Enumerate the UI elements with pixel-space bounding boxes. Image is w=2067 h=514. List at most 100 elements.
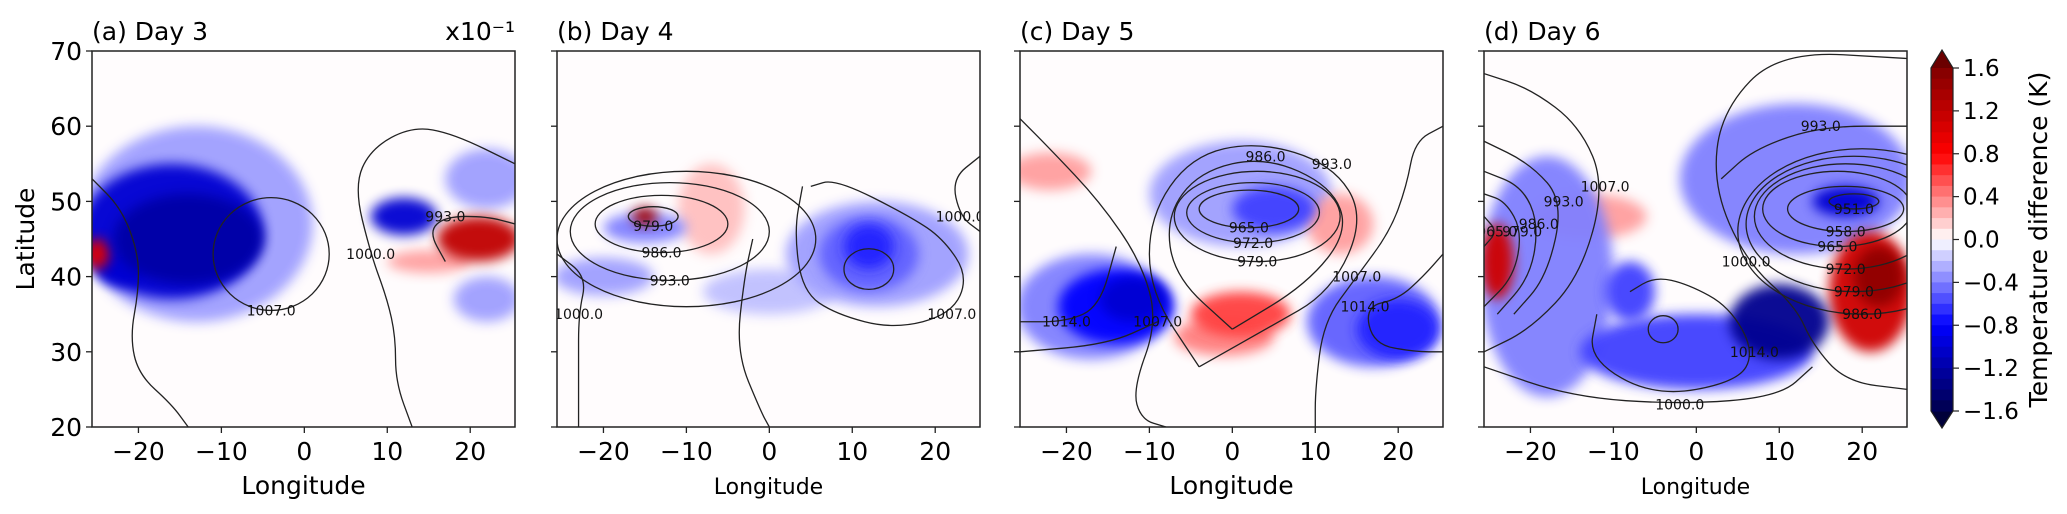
contour-label: 993.0 bbox=[1801, 119, 1841, 135]
contour-label: 986.0 bbox=[641, 246, 681, 262]
colorbar-band bbox=[1931, 228, 1953, 241]
colorbar-band bbox=[1931, 293, 1953, 305]
panel-b: 979.0 986.0 993.0 1007.0 1000.0 1000.0 −20 −10 0… bbox=[551, 17, 985, 500]
axes-frame bbox=[1483, 50, 1908, 428]
x-tick-label: −10 bbox=[1123, 437, 1176, 466]
x-tick-label: 0 bbox=[296, 437, 312, 466]
y-tick-label: 30 bbox=[50, 338, 82, 367]
contour-label: 993.0 bbox=[1312, 157, 1352, 173]
contour-line bbox=[795, 181, 965, 327]
scale-annotation: x10⁻¹ bbox=[445, 17, 515, 46]
anomaly-blob bbox=[632, 207, 658, 226]
colorbar-band bbox=[1931, 368, 1953, 380]
contour-label: 1000.0 bbox=[936, 209, 985, 225]
contour-label: 979.0 bbox=[1237, 255, 1277, 271]
panel-title: (c) Day 5 bbox=[1020, 17, 1134, 46]
contour-line bbox=[92, 178, 189, 427]
panel-d: 951.0958.0965.0972.0979.0986.0993.01000.… bbox=[1478, 17, 1908, 500]
x-tick-label: 0 bbox=[1224, 437, 1240, 466]
contour-label: 1007.0 bbox=[1133, 315, 1182, 331]
contour-line bbox=[1367, 253, 1443, 353]
colorbar-band bbox=[1931, 282, 1953, 294]
pressure-contours: 979.0 986.0 993.0 1007.0 1000.0 1000.0 bbox=[554, 155, 985, 427]
panel-a: 1007.0 1000.0 993.0 −20 −10 0 10 20 20 30 40 50 60 70… bbox=[11, 17, 516, 500]
colorbar-band bbox=[1931, 303, 1953, 316]
anomaly-blob bbox=[92, 239, 110, 270]
contour-label: 986.0 bbox=[1842, 307, 1882, 323]
colorbar-band bbox=[1931, 78, 1953, 91]
anomaly-blob bbox=[843, 223, 894, 270]
colorbar-band bbox=[1931, 239, 1953, 251]
contour-line bbox=[1020, 246, 1117, 323]
colorbar-band bbox=[1931, 121, 1953, 133]
temperature-field bbox=[92, 126, 515, 322]
anomaly-blob bbox=[453, 276, 515, 322]
contour-line bbox=[1484, 72, 1600, 353]
contour-label: 965.0 bbox=[1817, 240, 1857, 256]
contour-label: 979.0 bbox=[1834, 285, 1874, 301]
contour-label: 1014.0 bbox=[1341, 300, 1390, 316]
colorbar-tick-label: 0.4 bbox=[1963, 185, 2000, 211]
contour-label: 1000.0 bbox=[554, 307, 603, 323]
anomaly-blob bbox=[387, 250, 471, 273]
x-tick-label: 10 bbox=[836, 437, 868, 466]
anomaly-blob bbox=[370, 197, 438, 236]
anomaly-blob bbox=[678, 163, 745, 255]
x-tick-label: 20 bbox=[1846, 437, 1878, 466]
anomaly-blob bbox=[437, 216, 515, 262]
colorbar-band bbox=[1931, 346, 1953, 359]
colorbar-band bbox=[1931, 389, 1953, 401]
contour-line bbox=[1020, 321, 1158, 353]
x-tick-label: 20 bbox=[919, 437, 951, 466]
anomaly-blob bbox=[1099, 276, 1166, 322]
colorbar-band bbox=[1931, 314, 1953, 326]
anomaly-blob bbox=[1729, 284, 1830, 360]
contour-line bbox=[627, 206, 679, 227]
contour-label: 951.0 bbox=[1834, 202, 1874, 218]
colorbar-band bbox=[1931, 218, 1953, 230]
contour-label: 993.0 bbox=[425, 209, 465, 225]
colorbar-tick-label: 0.0 bbox=[1963, 228, 2000, 254]
y-tick-label: 20 bbox=[50, 413, 82, 442]
colorbar-band bbox=[1931, 89, 1953, 101]
x-tick-label: 10 bbox=[1299, 437, 1331, 466]
temperature-field bbox=[1020, 141, 1440, 367]
anomaly-blob bbox=[1484, 223, 1514, 300]
colorbar-tick-label: 0.8 bbox=[1963, 142, 2000, 168]
y-tick-label: 40 bbox=[50, 263, 82, 292]
contour-label: 972.0 bbox=[1233, 236, 1273, 252]
colorbar-band bbox=[1931, 132, 1953, 144]
contour-line bbox=[1484, 193, 1521, 308]
contour-label: 972.0 bbox=[1826, 262, 1866, 278]
x-axis-label: Longitude bbox=[1641, 475, 1750, 500]
colorbar-band bbox=[1931, 271, 1953, 283]
contour-line bbox=[1786, 185, 1905, 233]
colorbar-tick-label: −1.6 bbox=[1963, 399, 2019, 425]
contour-line bbox=[1314, 125, 1443, 427]
colorbar-band bbox=[1931, 196, 1953, 208]
colorbar-band bbox=[1931, 100, 1953, 112]
anomaly-blob bbox=[603, 212, 687, 243]
colorbar-tick-label: −1.2 bbox=[1963, 356, 2019, 382]
contour-label: 993.0 bbox=[650, 273, 690, 289]
anomaly-blob bbox=[1190, 291, 1291, 337]
colorbar-band bbox=[1931, 207, 1953, 219]
pressure-contours: 1007.0 1000.0 993.0 bbox=[92, 128, 515, 427]
x-tick-label: 20 bbox=[1382, 437, 1414, 466]
colorbar-band bbox=[1931, 378, 1953, 391]
x-tick-label: 20 bbox=[454, 437, 486, 466]
contour-label: 1000.0 bbox=[346, 247, 395, 263]
colorbar: 1.6 1.2 0.8 0.4 0.0 −0.4 −0.8 −1.2 −1.6Temperatu… bbox=[1930, 48, 2053, 430]
contour-label: 979.0 bbox=[1502, 224, 1542, 240]
contour-label: 1000.0 bbox=[1722, 255, 1771, 271]
contour-line bbox=[1647, 315, 1679, 344]
contour-label: 1007.0 bbox=[927, 307, 976, 323]
colorbar-band bbox=[1931, 250, 1953, 262]
contour-line bbox=[954, 155, 980, 232]
x-tick-label: 10 bbox=[1763, 437, 1795, 466]
anomaly-blob bbox=[1356, 299, 1440, 360]
contour-line bbox=[357, 128, 515, 427]
contour-line bbox=[432, 215, 515, 262]
colorbar-band bbox=[1931, 164, 1953, 176]
